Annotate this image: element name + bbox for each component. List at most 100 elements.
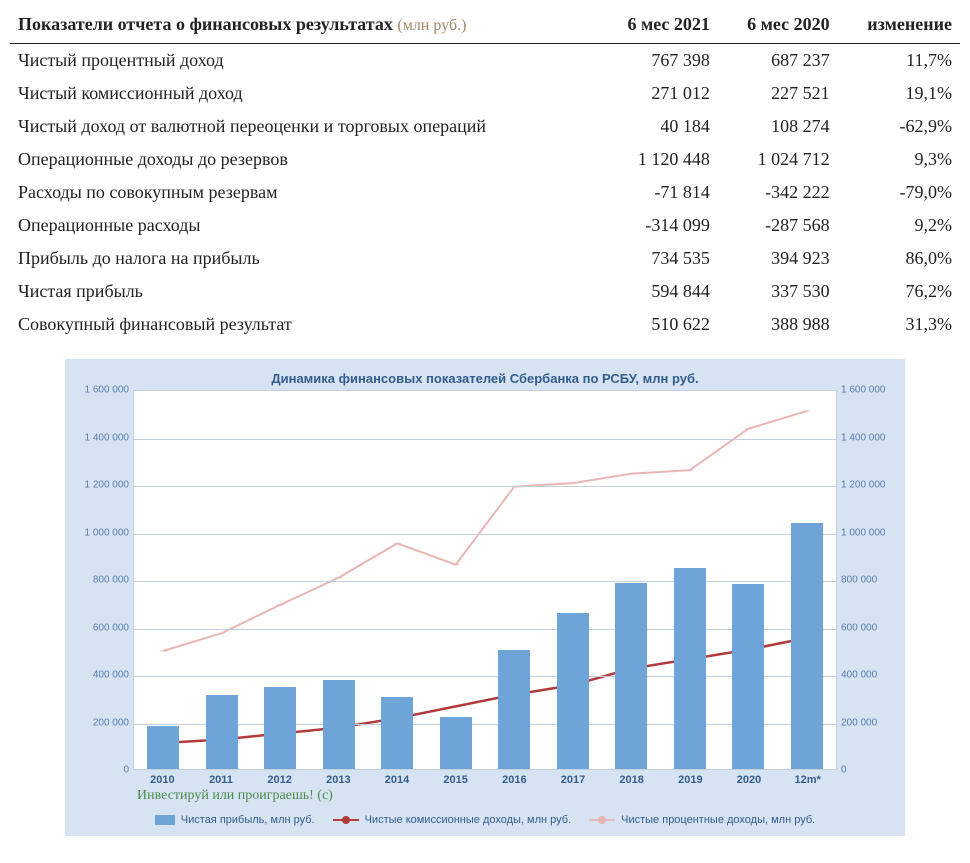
row-col1: -71 814 bbox=[598, 176, 718, 209]
col-header-2: изменение bbox=[838, 10, 960, 44]
x-tick-label: 2014 bbox=[385, 774, 409, 786]
y-tick: 1 600 000 bbox=[841, 385, 886, 396]
bar bbox=[732, 584, 764, 769]
y-tick: 400 000 bbox=[93, 670, 129, 681]
row-col2: -342 222 bbox=[718, 176, 838, 209]
y-tick: 800 000 bbox=[93, 575, 129, 586]
gridline bbox=[134, 629, 836, 630]
gridline bbox=[134, 439, 836, 440]
legend-swatch-bar bbox=[155, 815, 175, 825]
row-col2: 1 024 712 bbox=[718, 143, 838, 176]
y-axis-left: 0200 000400 000600 000800 0001 000 0001 … bbox=[73, 390, 133, 810]
bar bbox=[498, 650, 530, 769]
row-col1: 767 398 bbox=[598, 44, 718, 78]
row-label: Операционные доходы до резервов bbox=[10, 143, 598, 176]
gridline bbox=[134, 724, 836, 725]
table-row: Чистый доход от валютной переоценки и то… bbox=[10, 110, 960, 143]
x-tick-label: 2017 bbox=[561, 774, 585, 786]
row-label: Чистый доход от валютной переоценки и то… bbox=[10, 110, 598, 143]
line-marker bbox=[803, 411, 811, 412]
y-tick: 200 000 bbox=[93, 717, 129, 728]
x-tick-label: 2013 bbox=[326, 774, 350, 786]
chart-plot-area: 0 200 000 400 000 600 000 800 000 1 000 000 1 … bbox=[73, 390, 897, 810]
x-tick-label: 12m* bbox=[795, 774, 821, 786]
row-change: 19,1% bbox=[838, 77, 960, 110]
row-label: Прибыль до налога на прибыль bbox=[10, 242, 598, 275]
row-col1: 510 622 bbox=[598, 308, 718, 341]
x-tick-label: 2012 bbox=[267, 774, 291, 786]
legend-label-bars: Чистая прибыль, млн руб. bbox=[181, 814, 315, 826]
legend-swatch-line2: #sw-l2::before{background:#e9b5b5;} bbox=[589, 819, 615, 821]
x-tick-label: 2019 bbox=[678, 774, 702, 786]
y-tick: 1 000 000 bbox=[85, 527, 130, 538]
y-tick: 200 000 bbox=[841, 717, 877, 728]
row-col2: 388 988 bbox=[718, 308, 838, 341]
row-col1: 40 184 bbox=[598, 110, 718, 143]
table-row: Чистая прибыль594 844337 53076,2% bbox=[10, 275, 960, 308]
y-tick: 1 200 000 bbox=[841, 480, 886, 491]
table-row: Расходы по совокупным резервам-71 814-34… bbox=[10, 176, 960, 209]
table-row: Совокупный финансовый результат510 62238… bbox=[10, 308, 960, 341]
row-col1: 734 535 bbox=[598, 242, 718, 275]
row-col1: 1 120 448 bbox=[598, 143, 718, 176]
y-tick: 600 000 bbox=[93, 622, 129, 633]
y-tick: 1 400 000 bbox=[85, 432, 130, 443]
line-marker bbox=[686, 470, 694, 471]
y-axis-right: 0200 000400 000600 000800 0001 000 0001 … bbox=[837, 390, 897, 810]
bar bbox=[264, 687, 296, 769]
line-marker bbox=[744, 428, 752, 429]
bar bbox=[147, 726, 179, 769]
row-col1: 271 012 bbox=[598, 77, 718, 110]
row-col1: -314 099 bbox=[598, 209, 718, 242]
row-change: 9,2% bbox=[838, 209, 960, 242]
bar bbox=[674, 568, 706, 769]
table-title: Показатели отчета о финансовых результат… bbox=[18, 14, 393, 34]
table-row: Операционные доходы до резервов1 120 448… bbox=[10, 143, 960, 176]
table-row: Чистый комиссионный доход271 012227 5211… bbox=[10, 77, 960, 110]
row-label: Чистый комиссионный доход bbox=[10, 77, 598, 110]
plot-region bbox=[133, 390, 837, 770]
col-header-0: 6 мес 2021 bbox=[598, 10, 718, 44]
gridline bbox=[134, 534, 836, 535]
gridline bbox=[134, 486, 836, 487]
row-change: 76,2% bbox=[838, 275, 960, 308]
y-tick: 1 600 000 bbox=[85, 385, 130, 396]
line-series-layer bbox=[134, 391, 836, 769]
line-marker bbox=[452, 564, 460, 565]
bar bbox=[791, 523, 823, 769]
x-tick-label: 2018 bbox=[619, 774, 643, 786]
y-tick: 0 bbox=[841, 765, 847, 776]
x-tick-label: 2020 bbox=[737, 774, 761, 786]
row-change: 86,0% bbox=[838, 242, 960, 275]
line-marker bbox=[335, 577, 343, 578]
bar bbox=[557, 613, 589, 769]
line-marker bbox=[393, 543, 401, 544]
row-change: 9,3% bbox=[838, 143, 960, 176]
x-tick-label: 2016 bbox=[502, 774, 526, 786]
financial-results-table: Показатели отчета о финансовых результат… bbox=[10, 10, 960, 341]
row-col2: 108 274 bbox=[718, 110, 838, 143]
row-change: 11,7% bbox=[838, 44, 960, 78]
table-row: Операционные расходы-314 099-287 5689,2% bbox=[10, 209, 960, 242]
col-header-1: 6 мес 2020 bbox=[718, 10, 838, 44]
gridline bbox=[134, 581, 836, 582]
row-label: Чистый процентный доход bbox=[10, 44, 598, 78]
bar bbox=[381, 697, 413, 769]
line-marker bbox=[159, 650, 167, 651]
line-series bbox=[163, 638, 807, 743]
line-marker bbox=[451, 706, 460, 707]
legend-swatch-line1: #sw-l1::before{background:#b23a3a;} bbox=[333, 819, 359, 821]
line-marker bbox=[218, 633, 226, 634]
legend-item-line1: #sw-l1::before{background:#b23a3a;} Чист… bbox=[333, 814, 572, 826]
row-change: 31,3% bbox=[838, 308, 960, 341]
row-label: Совокупный финансовый результат bbox=[10, 308, 598, 341]
row-col2: 687 237 bbox=[718, 44, 838, 78]
x-tick-label: 2010 bbox=[150, 774, 174, 786]
bar bbox=[206, 695, 238, 769]
legend-label-line1: Чистые комиссионные доходы, млн руб. bbox=[365, 814, 572, 826]
line-series bbox=[163, 411, 807, 651]
line-marker bbox=[627, 473, 635, 474]
chart-title: Динамика финансовых показателей Сбербанк… bbox=[73, 365, 897, 390]
row-label: Операционные расходы bbox=[10, 209, 598, 242]
row-col2: 394 923 bbox=[718, 242, 838, 275]
